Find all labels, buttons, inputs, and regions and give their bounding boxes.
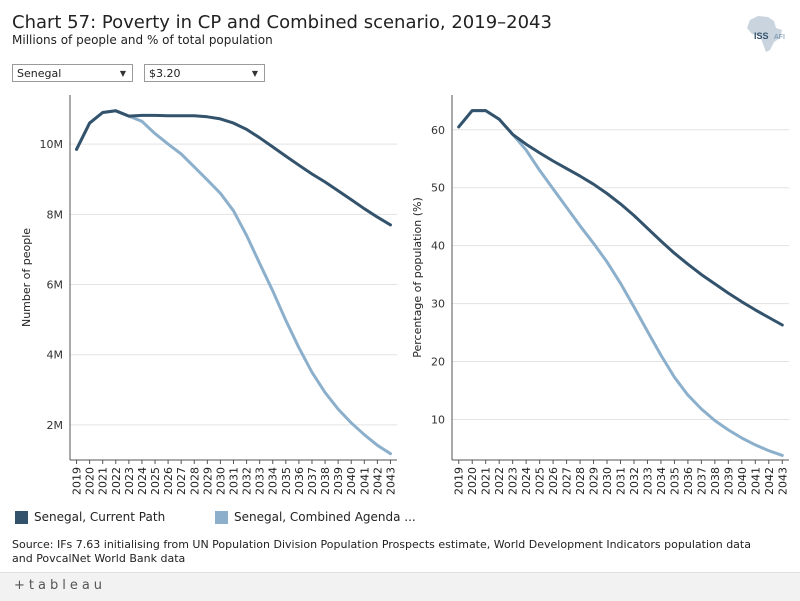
- x-tick-label: 2029: [588, 467, 601, 495]
- x-tick-label: 2034: [267, 467, 280, 495]
- y-tick-label: 2M: [47, 419, 64, 432]
- tableau-logo[interactable]: +tableau: [14, 578, 107, 593]
- y-tick-label: 10M: [40, 138, 64, 151]
- legend-label: Senegal, Combined Agenda ...: [234, 510, 416, 524]
- y-tick-label: 60: [431, 124, 445, 137]
- legend-swatch: [15, 510, 28, 524]
- x-tick-label: 2040: [736, 467, 749, 495]
- x-tick-label: 2037: [306, 467, 319, 495]
- x-tick-label: 2019: [453, 467, 466, 495]
- iss-afi-logo: ISS AFI: [747, 16, 785, 52]
- x-tick-label: 2038: [319, 467, 332, 495]
- africa-map-icon: [747, 16, 782, 52]
- logo-text-main: ISS: [754, 31, 769, 41]
- series-line-senegal-combined-agenda[interactable]: [75, 109, 392, 456]
- x-tick-label: 2042: [371, 467, 384, 495]
- x-tick-label: 2035: [280, 467, 293, 495]
- x-tick-label: 2030: [601, 467, 614, 495]
- x-tick-label: 2033: [254, 467, 267, 495]
- x-tick-label: 2040: [345, 467, 358, 495]
- x-tick-label: 2024: [136, 467, 149, 495]
- x-tick-label: 2039: [722, 467, 735, 495]
- x-tick-label: 2034: [655, 467, 668, 495]
- x-tick-label: 2037: [695, 467, 708, 495]
- x-tick-label: 2024: [520, 467, 533, 495]
- series-line-senegal-combined-agenda[interactable]: [457, 109, 784, 457]
- x-tick-label: 2022: [110, 467, 123, 495]
- series-line-senegal-current-path[interactable]: [457, 109, 784, 327]
- legend-label: Senegal, Current Path: [34, 510, 166, 524]
- x-tick-label: 2035: [668, 467, 681, 495]
- x-tick-label: 2025: [534, 467, 547, 495]
- x-tick-label: 2030: [214, 467, 227, 495]
- x-tick-label: 2019: [71, 467, 84, 495]
- x-tick-label: 2025: [149, 467, 162, 495]
- x-tick-label: 2023: [123, 467, 136, 495]
- x-tick-label: 2038: [709, 467, 722, 495]
- legend-item-current-path[interactable]: Senegal, Current Path: [15, 510, 165, 524]
- logo-text-sub: AFI: [774, 34, 785, 41]
- x-tick-label: 2036: [293, 467, 306, 495]
- x-tick-label: 2026: [162, 467, 175, 495]
- x-tick-label: 2039: [332, 467, 345, 495]
- legend-item-combined-agenda[interactable]: Senegal, Combined Agenda ...: [215, 510, 416, 524]
- chart-subtitle: Millions of people and % of total popula…: [12, 33, 273, 47]
- x-tick-label: 2026: [547, 467, 560, 495]
- x-tick-label: 2020: [466, 467, 479, 495]
- x-tick-label: 2027: [175, 467, 188, 495]
- x-tick-label: 2032: [628, 467, 641, 495]
- y-axis-label: Percentage of population (%): [411, 197, 424, 358]
- y-tick-label: 8M: [47, 208, 64, 221]
- threshold-select-value: $3.20: [149, 67, 181, 80]
- x-tick-label: 2036: [682, 467, 695, 495]
- tableau-footer: +tableau: [0, 572, 800, 601]
- x-tick-label: 2027: [561, 467, 574, 495]
- x-tick-label: 2042: [763, 467, 776, 495]
- x-tick-label: 2032: [241, 467, 254, 495]
- y-tick-label: 30: [431, 298, 445, 311]
- x-tick-label: 2031: [615, 467, 628, 495]
- x-tick-label: 2021: [97, 467, 110, 495]
- y-tick-label: 40: [431, 240, 445, 253]
- x-tick-label: 2029: [201, 467, 214, 495]
- y-tick-label: 4M: [47, 349, 64, 362]
- x-tick-label: 2028: [574, 467, 587, 495]
- x-tick-label: 2043: [776, 467, 789, 495]
- country-select-value: Senegal: [17, 67, 62, 80]
- x-tick-label: 2041: [749, 467, 762, 495]
- x-tick-label: 2023: [507, 467, 520, 495]
- legend-swatch: [215, 510, 228, 524]
- x-tick-label: 2022: [493, 467, 506, 495]
- series-line-senegal-current-path[interactable]: [75, 109, 392, 227]
- chevron-down-icon: ▼: [119, 69, 126, 78]
- y-tick-label: 20: [431, 356, 445, 369]
- x-tick-label: 2020: [84, 467, 97, 495]
- y-tick-label: 6M: [47, 279, 64, 292]
- x-tick-label: 2043: [384, 467, 397, 495]
- country-select[interactable]: Senegal ▼: [12, 64, 133, 82]
- x-tick-label: 2028: [188, 467, 201, 495]
- chevron-down-icon: ▼: [251, 69, 258, 78]
- threshold-select[interactable]: $3.20 ▼: [144, 64, 265, 82]
- source-note: Source: IFs 7.63 initialising from UN Po…: [12, 538, 751, 562]
- y-tick-label: 50: [431, 182, 445, 195]
- y-tick-label: 10: [431, 413, 445, 426]
- x-tick-label: 2033: [641, 467, 654, 495]
- x-tick-label: 2041: [358, 467, 371, 495]
- y-axis-label: Number of people: [20, 228, 33, 327]
- x-tick-label: 2031: [228, 467, 241, 495]
- chart-title: Chart 57: Poverty in CP and Combined sce…: [12, 12, 552, 33]
- x-tick-label: 2021: [480, 467, 493, 495]
